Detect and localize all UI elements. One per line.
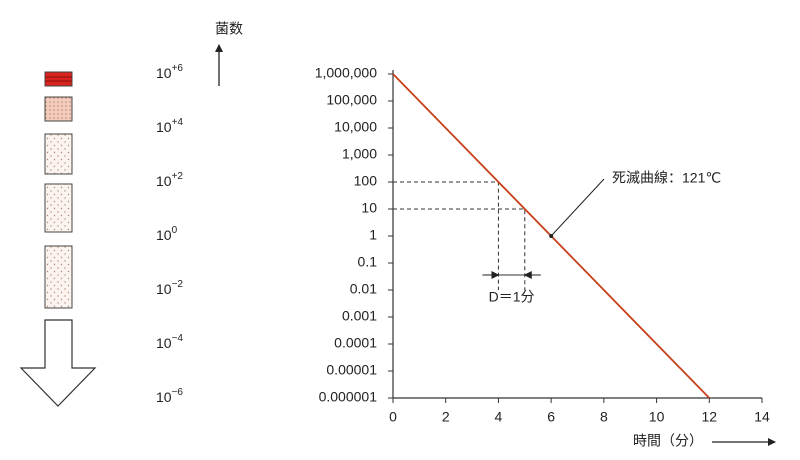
side-label: 100 — [156, 225, 178, 243]
axis-line — [392, 70, 762, 399]
y-tick-label: 0.1 — [358, 254, 378, 270]
reference-line — [393, 208, 526, 290]
y-tick-label: 1,000 — [342, 146, 377, 162]
annotation-text: 死滅曲線：121℃ — [612, 170, 721, 186]
side-label: 10−2 — [156, 279, 183, 297]
y-tick-label: 0.00001 — [326, 362, 377, 378]
x-tick-label: 4 — [495, 409, 503, 425]
side-label: 10−6 — [156, 387, 183, 405]
side-label: 10+2 — [156, 171, 183, 189]
y-tick-label: 1 — [369, 227, 377, 243]
y-tick-label: 0.01 — [350, 281, 377, 297]
y-tick-label: 0.001 — [342, 308, 377, 324]
reference-line — [393, 181, 499, 290]
side-label: 10−4 — [156, 333, 183, 351]
side-label-base: 10 — [156, 227, 172, 243]
population-icons — [19, 71, 97, 407]
x-tick-label: 8 — [600, 409, 608, 425]
side-label: 10+4 — [156, 117, 183, 135]
side-label-exponent: 0 — [172, 225, 178, 236]
y-axis-label: 菌数 — [215, 21, 243, 37]
side-label-exponent: −4 — [172, 333, 184, 344]
side-label-exponent: −2 — [172, 279, 184, 290]
side-label: 10+6 — [156, 63, 183, 81]
x-tick-label: 10 — [649, 409, 665, 425]
x-tick-label: 12 — [701, 409, 717, 425]
y-tick-label: 100,000 — [326, 92, 377, 108]
annotation-leader — [550, 178, 605, 237]
side-label-exponent: +2 — [172, 171, 184, 182]
x-tick-label: 14 — [754, 409, 770, 425]
x-tick-label: 6 — [547, 409, 555, 425]
side-label-exponent: +4 — [172, 117, 184, 128]
side-label-base: 10 — [156, 65, 172, 81]
y-tick-label: 1,000,000 — [315, 65, 377, 81]
side-label-exponent: +6 — [172, 63, 184, 74]
side-label-base: 10 — [156, 389, 172, 405]
y-tick-label: 0.0001 — [334, 335, 377, 351]
side-label-base: 10 — [156, 119, 172, 135]
y-tick-label: 0.000001 — [319, 389, 378, 405]
x-axis-label: 時間（分） — [633, 433, 703, 449]
y-tick-label: 10 — [361, 200, 377, 216]
d-label: D＝1分 — [489, 289, 535, 305]
x-tick-label: 2 — [442, 409, 450, 425]
y-tick-label: 100 — [354, 173, 378, 189]
side-label-base: 10 — [156, 281, 172, 297]
y-tick-label: 10,000 — [334, 119, 377, 135]
side-label-exponent: −6 — [172, 387, 184, 398]
x-tick-label: 0 — [389, 409, 397, 425]
side-label-base: 10 — [156, 335, 172, 351]
side-label-base: 10 — [156, 173, 172, 189]
